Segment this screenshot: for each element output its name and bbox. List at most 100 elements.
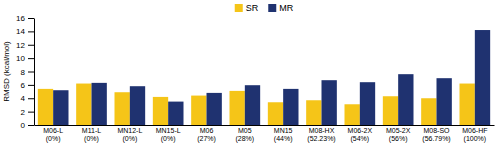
x-tick-label-line: MN12-L: [117, 127, 142, 134]
series-bars: [53, 30, 490, 125]
y-tick-mark: [28, 31, 34, 32]
x-tick-label: M08-HX(52.23%): [307, 127, 335, 143]
x-tick: MN15(44%): [274, 127, 293, 143]
bar: [475, 30, 490, 125]
x-tick-label-line: M06-2X: [348, 127, 373, 134]
x-tick-label-line: M05-2X: [386, 127, 411, 134]
y-tick-mark: [28, 72, 34, 73]
chart: 0246810121416M06-L(0%)M11-L(0%)MN12-L(0%…: [0, 0, 500, 147]
bar: [130, 86, 145, 125]
bar: [53, 90, 68, 125]
y-tick: 0: [21, 121, 34, 130]
x-tick-label-line: M06-HF: [462, 127, 487, 134]
x-tick-label-line: (100%): [464, 135, 487, 143]
bar: [360, 82, 375, 125]
y-tick: 16: [16, 14, 34, 23]
legend-label: SR: [246, 3, 259, 13]
y-tick-mark: [28, 85, 34, 86]
y-tick-mark: [28, 98, 34, 99]
x-tick-label: M05-2X(56%): [386, 127, 411, 143]
bar: [115, 92, 130, 125]
bar: [460, 84, 475, 125]
bar: [153, 97, 168, 125]
y-tick-label: 12: [16, 41, 25, 50]
x-tick-label-line: M08-HX: [309, 127, 335, 134]
x-tick-label: MN15-L(0%): [156, 127, 181, 143]
bar: [283, 89, 298, 125]
bar: [322, 80, 337, 125]
x-tick-label-line: M06-L: [43, 127, 63, 134]
x-tick-label: M06-L(0%): [43, 127, 63, 143]
x-tick-label-line: (0%): [46, 135, 61, 143]
x-tick-label: M06-HF(100%): [462, 127, 487, 143]
y-axis: 0 2 4 6 8 10 12 14 16: [16, 14, 34, 130]
x-tick: M06(27%): [197, 127, 216, 143]
bar: [38, 89, 53, 125]
bar: [76, 84, 91, 125]
x-tick: M05(28%): [235, 127, 254, 143]
x-tick-label-line: (52.23%): [307, 135, 335, 143]
x-tick: M06-L(0%): [43, 127, 63, 143]
x-tick: M06-HF(100%): [462, 127, 487, 143]
x-tick-label: MN15(44%): [274, 127, 293, 143]
x-tick-label: M05(28%): [235, 127, 254, 143]
legend-swatch: [235, 4, 243, 12]
x-tick-label: M11-L(0%): [82, 127, 101, 143]
x-tick-label-line: (0%): [122, 135, 137, 143]
x-tick-label: MN12-L(0%): [117, 127, 142, 143]
bar: [345, 104, 360, 125]
x-tick-label-line: MN15: [274, 127, 293, 134]
legend-label: MR: [279, 3, 293, 13]
y-tick: 6: [21, 81, 34, 90]
y-tick: 8: [21, 68, 34, 77]
x-tick-label-line: (56%): [389, 135, 408, 143]
legend-item: SR: [235, 3, 259, 13]
bar: [191, 96, 206, 125]
x-tick-label-line: (56.79%): [422, 135, 450, 143]
y-tick: 2: [21, 108, 34, 117]
y-tick: 10: [16, 54, 34, 63]
bar: [230, 91, 245, 125]
bar: [421, 98, 436, 125]
y-tick: 12: [16, 41, 34, 50]
x-tick: M11-L(0%): [82, 127, 101, 143]
y-tick-mark: [28, 112, 34, 113]
x-tick-label-line: (0%): [84, 135, 99, 143]
x-tick: MN12-L(0%): [117, 127, 142, 143]
bar: [383, 96, 398, 125]
bar: [268, 102, 283, 125]
y-tick-label: 8: [21, 68, 26, 77]
y-axis-line: [34, 19, 35, 126]
x-tick-label: M06(27%): [197, 127, 216, 143]
y-tick: 14: [16, 27, 34, 36]
y-tick-label: 10: [16, 54, 25, 63]
x-tick: M06-2X(54%): [348, 127, 373, 143]
legend-item: MR: [268, 3, 293, 13]
bar: [168, 102, 183, 125]
y-tick-label: 2: [21, 108, 26, 117]
x-tick-label-line: (44%): [274, 135, 293, 143]
x-tick-label-line: M06: [200, 127, 214, 134]
x-tick-label: M06-2X(54%): [348, 127, 373, 143]
bars: [38, 30, 490, 125]
bar: [92, 83, 107, 125]
x-tick-label-line: MN15-L: [156, 127, 181, 134]
x-tick-label-line: M08-SO: [423, 127, 450, 134]
y-tick-label: 6: [21, 81, 26, 90]
x-axis-line: [35, 125, 495, 126]
y-tick-label: 16: [16, 14, 25, 23]
bar: [207, 93, 222, 125]
y-tick-mark: [28, 45, 34, 46]
x-tick: M08-SO(56.79%): [422, 127, 450, 143]
plot: 0246810121416M06-L(0%)M11-L(0%)MN12-L(0%…: [16, 14, 494, 143]
x-tick-label-line: (28%): [235, 135, 254, 143]
x-tick-label-line: (27%): [197, 135, 216, 143]
legend: SR MR: [235, 3, 294, 13]
y-tick: 4: [21, 94, 34, 103]
legend-swatch: [268, 4, 276, 12]
x-tick: M08-HX(52.23%): [307, 127, 335, 143]
y-tick-mark: [28, 125, 34, 126]
x-tick-label-line: (0%): [161, 135, 176, 143]
y-tick-label: 0: [21, 121, 26, 130]
x-tick: M05-2X(56%): [386, 127, 411, 143]
